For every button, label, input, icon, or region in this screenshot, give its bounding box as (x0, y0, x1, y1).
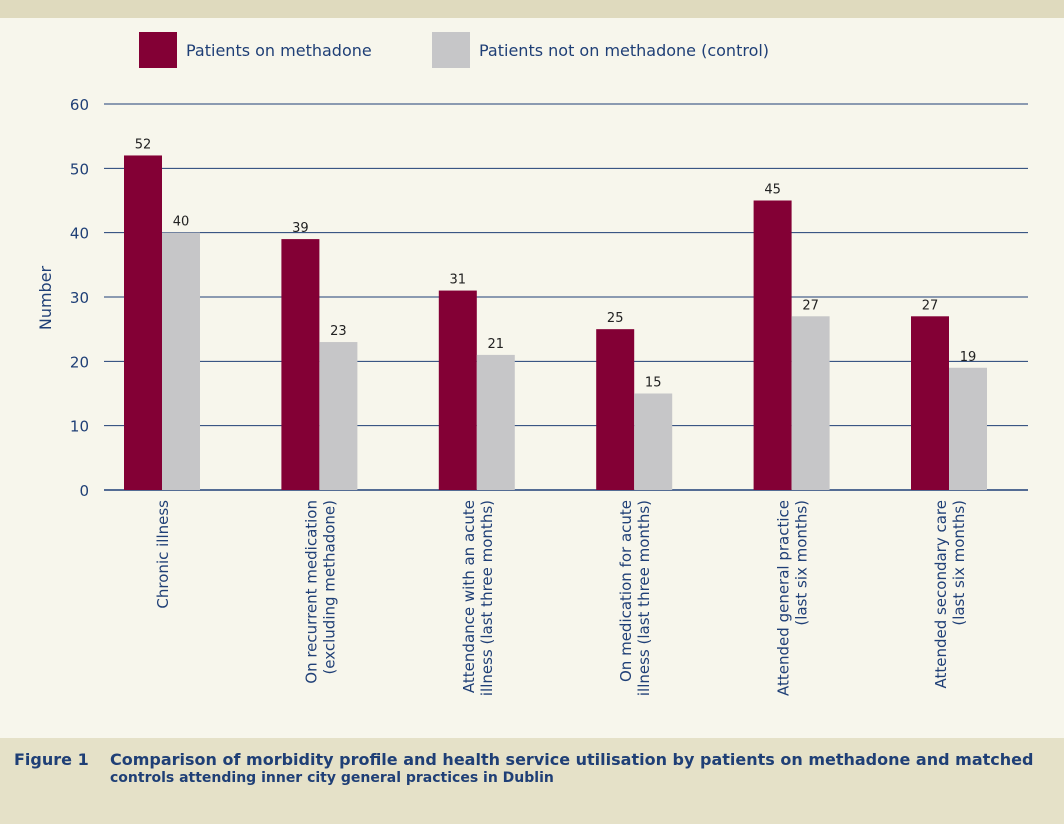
x-category-label: On recurrent medication (302, 500, 320, 684)
data-label: 19 (960, 350, 977, 365)
y-tick-label: 40 (70, 225, 89, 243)
data-label: 25 (607, 311, 624, 326)
bar (596, 329, 635, 490)
caption-line-1: Comparison of morbidity profile and heal… (110, 750, 1034, 769)
bar (949, 367, 987, 490)
y-axis-ticks: 0 10 20 30 40 50 60 (70, 96, 89, 500)
data-label: 45 (764, 183, 781, 198)
y-tick-label: 10 (70, 418, 89, 436)
x-category-label: (last six months) (950, 500, 968, 626)
data-label: 27 (802, 298, 819, 313)
x-category-label: illness (last three months) (635, 500, 653, 696)
y-tick-label: 50 (70, 160, 89, 178)
figure-caption-text: Comparison of morbidity profile and heal… (110, 750, 1040, 788)
y-tick-label: 0 (79, 482, 89, 500)
bar (281, 239, 320, 490)
bar (162, 232, 200, 490)
y-tick-label: 60 (70, 96, 89, 114)
caption-line-2: controls attending inner city general pr… (110, 770, 554, 786)
legend: Patients on methadone Patients not on met… (139, 32, 769, 68)
x-category-label: (excluding methadone) (320, 500, 338, 675)
bar (791, 316, 830, 490)
figure-caption: Figure 1 Comparison of morbidity profile… (0, 738, 1064, 824)
data-label: 40 (173, 215, 190, 230)
x-category-label: Attended general practice (775, 500, 793, 696)
bars (124, 155, 987, 490)
data-label: 31 (450, 273, 467, 288)
gridlines (104, 103, 1028, 491)
bar (911, 316, 949, 490)
chart-panel: Patients on methadone Patients not on met… (0, 18, 1064, 738)
legend-swatch (139, 32, 177, 68)
legend-label: Patients on methadone (186, 41, 372, 60)
data-label: 15 (645, 376, 662, 391)
data-label: 39 (292, 221, 309, 236)
data-label: 23 (330, 324, 347, 339)
bar (438, 290, 477, 490)
bar (476, 354, 515, 490)
figure-label: Figure 1 (14, 750, 89, 769)
bar (634, 393, 673, 490)
data-label: 52 (135, 137, 152, 152)
x-category-label: Attended secondary care (932, 500, 950, 689)
top-band (0, 0, 1064, 18)
bar-chart: Patients on methadone Patients not on met… (36, 32, 1028, 696)
bar (753, 200, 792, 490)
x-category-label: Chronic illness (154, 500, 172, 609)
legend-label: Patients not on methadone (control) (479, 41, 769, 60)
legend-swatch (432, 32, 470, 68)
bar (124, 155, 162, 490)
x-axis-categories: Chronic illness On recurrent medication (e… (154, 500, 968, 696)
data-label: 27 (922, 298, 939, 313)
bar (319, 342, 358, 490)
y-tick-label: 30 (70, 289, 89, 307)
y-tick-label: 20 (70, 353, 89, 371)
x-category-label: illness (last three months) (478, 500, 496, 696)
data-label: 21 (488, 337, 505, 352)
x-category-label: (last six months) (793, 500, 811, 626)
y-axis-label: Number (36, 265, 55, 330)
x-category-label: On medication for acute (617, 500, 635, 682)
x-category-label: Attendance with an acute (460, 500, 478, 693)
data-labels: 52 40 39 23 31 21 25 15 45 27 27 19 (135, 137, 977, 390)
